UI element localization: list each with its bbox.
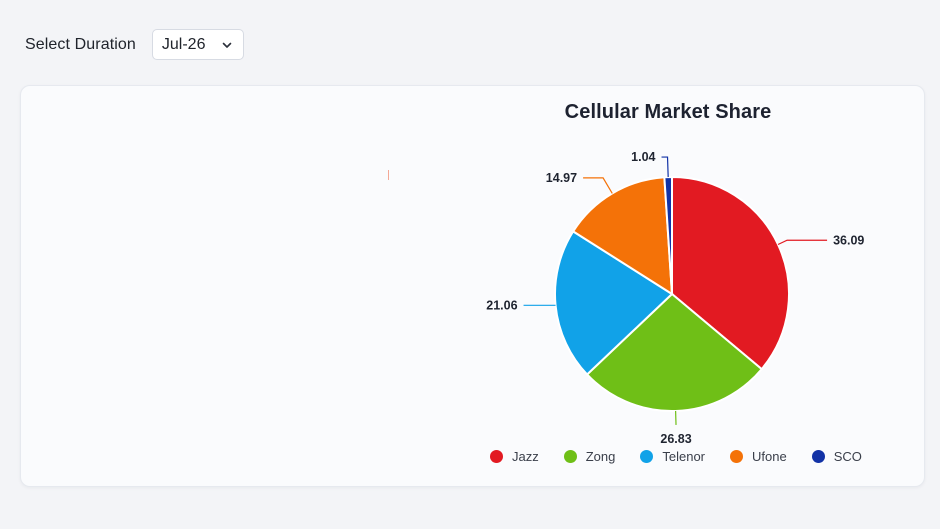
data-label-zong: 26.83 xyxy=(660,432,691,446)
chart-legend: Jazz Zong Telenor Ufone SCO xyxy=(490,447,862,465)
legend-label: Jazz xyxy=(512,448,539,464)
stray-mark xyxy=(388,170,389,180)
leader-line-jazz xyxy=(777,239,828,246)
pie-slice-ufone[interactable] xyxy=(571,176,674,296)
data-label-jazz: 36.09 xyxy=(833,233,864,247)
leader-line-ufone xyxy=(583,177,613,194)
legend-item-telenor[interactable]: Telenor xyxy=(640,449,705,464)
duration-filter: Select Duration Jul-26 xyxy=(25,28,244,61)
legend-swatch xyxy=(730,449,744,463)
pie-slice-zong[interactable] xyxy=(585,292,764,412)
legend-label: Ufone xyxy=(752,448,787,464)
legend-swatch xyxy=(640,449,654,463)
duration-select[interactable]: Jul-26 xyxy=(151,29,244,60)
legend-item-sco[interactable]: SCO xyxy=(811,448,862,464)
leader-line-sco xyxy=(661,156,669,178)
legend-swatch xyxy=(563,449,577,463)
duration-selected-value: Jul-26 xyxy=(161,35,206,53)
legend-swatch xyxy=(490,449,503,463)
data-label-ufone: 14.97 xyxy=(546,171,577,185)
legend-label: Zong xyxy=(585,448,616,464)
legend-swatch xyxy=(811,449,825,463)
data-label-sco: 1.04 xyxy=(631,150,655,164)
legend-label: SCO xyxy=(833,448,862,464)
chart-title: Cellular Market Share xyxy=(564,101,772,123)
legend-item-jazz[interactable]: Jazz xyxy=(490,449,539,464)
legend-item-ufone[interactable]: Ufone xyxy=(730,449,787,464)
pie-slice-sco[interactable] xyxy=(663,175,673,295)
duration-label: Select Duration xyxy=(25,35,136,53)
data-label-telenor: 21.06 xyxy=(486,298,517,312)
pie-slice-telenor[interactable] xyxy=(554,229,674,376)
chevron-down-icon xyxy=(221,39,233,51)
legend-label: Telenor xyxy=(662,448,706,464)
legend-item-zong[interactable]: Zong xyxy=(563,448,616,464)
